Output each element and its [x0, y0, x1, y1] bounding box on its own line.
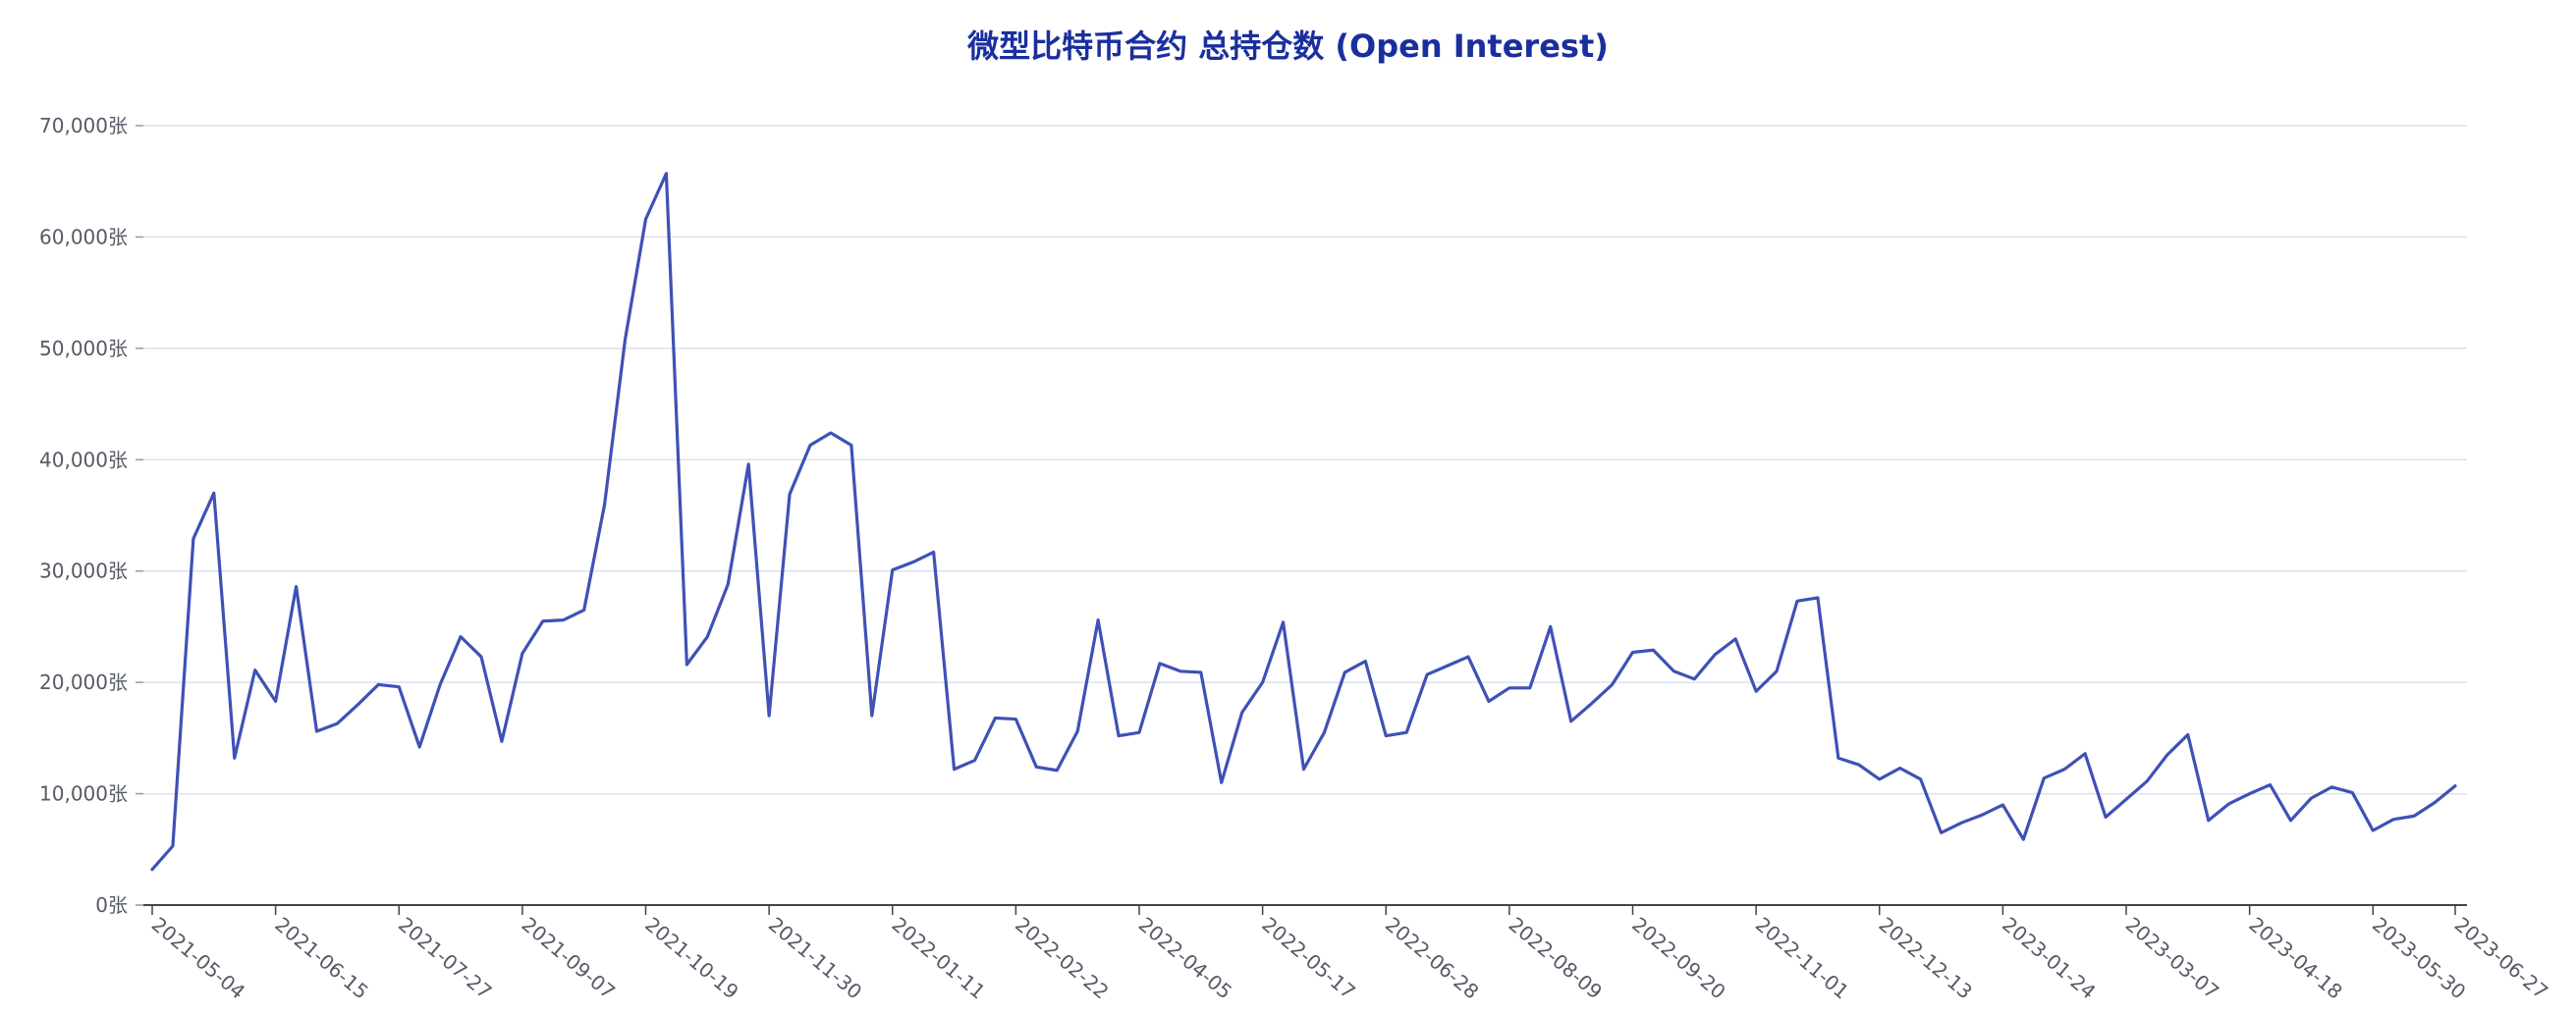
x-tick-label: 2022-05-17	[1257, 912, 1359, 1003]
series-layer	[150, 172, 2457, 872]
x-tick-label: 2023-04-18	[2244, 912, 2346, 1003]
x-tick-label: 2022-01-11	[888, 912, 990, 1003]
y-tick-label: 10,000张	[39, 782, 128, 806]
x-tick-label: 2021-09-07	[518, 912, 620, 1003]
x-tick-label: 2021-11-30	[764, 912, 866, 1003]
x-tick-label: 2021-10-19	[640, 912, 742, 1003]
x-tick-label: 2023-01-24	[1998, 912, 2100, 1003]
y-tick-label: 60,000张	[39, 225, 128, 248]
y-tick-label: 0张	[95, 893, 128, 917]
x-tick-labels: 2021-05-04 2021-06-15 2021-07-27 2021-09-07…	[147, 905, 2552, 1004]
x-tick-label: 2021-05-04	[147, 912, 249, 1003]
x-tick-label: 2022-09-20	[1627, 912, 1729, 1003]
x-tick-label: 2022-08-09	[1505, 912, 1607, 1003]
y-tick-label: 30,000张	[39, 560, 128, 583]
x-tick-label: 2022-11-01	[1751, 912, 1853, 1003]
y-tick-label: 70,000张	[39, 114, 128, 137]
y-axis: 0张 10,000张 20,000张 30,000张 40,000张 50,000张 60,…	[39, 114, 143, 917]
x-tick-label: 2021-06-15	[270, 912, 372, 1003]
x-tick-label: 2022-12-13	[1875, 912, 1977, 1003]
x-tick-label: 2021-07-27	[394, 912, 496, 1003]
y-tick-label: 50,000张	[39, 337, 128, 360]
x-tick-label: 2022-04-05	[1134, 912, 1236, 1003]
x-tick-label: 2022-02-22	[1011, 912, 1113, 1003]
x-tick-label: 2022-06-28	[1381, 912, 1483, 1003]
series-line	[150, 172, 2457, 872]
chart-title: 微型比特币合约 总持仓数 (Open Interest)	[967, 27, 1609, 65]
x-tick-label: 2023-03-07	[2121, 912, 2223, 1003]
y-tick-label: 40,000张	[39, 448, 128, 471]
y-tick-label: 20,000张	[39, 670, 128, 694]
grid-layer	[143, 125, 2467, 795]
